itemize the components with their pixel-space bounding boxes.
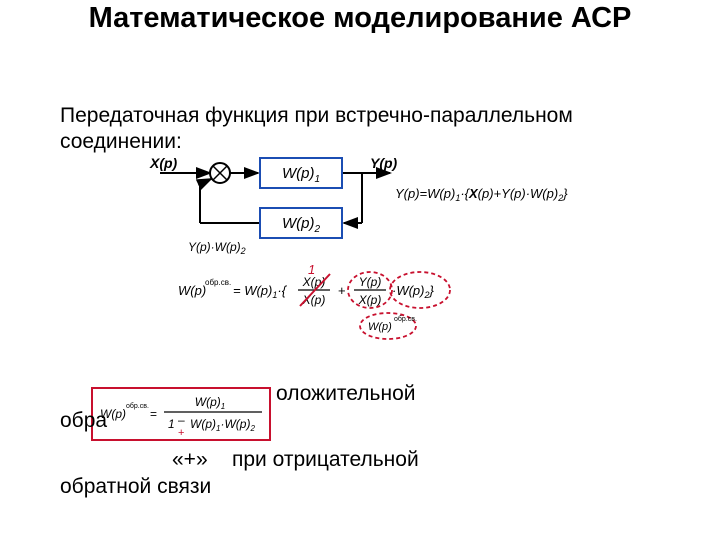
svg-text:обр.св.: обр.св.	[126, 402, 149, 410]
svg-text:W(p)1·W(p)2: W(p)1·W(p)2	[190, 417, 255, 433]
note-line-4: обратной связи	[60, 475, 211, 499]
svg-text:1: 1	[308, 262, 315, 277]
svg-text:W(p): W(p)	[368, 321, 392, 333]
svg-text:Y(p): Y(p)	[370, 155, 398, 171]
svg-text:X(p): X(p)	[358, 293, 382, 307]
block-diagram: W(p)1 W(p)2 X(p) Y(p) Y(p)·W(p)2 Y(p)=W(…	[0, 0, 720, 260]
svg-text:обр.св.: обр.св.	[205, 278, 231, 287]
svg-text:·W(p)2}: ·W(p)2}	[392, 283, 435, 300]
svg-text:Y(p)=W(p)1·{X(p)+Y(p)·W(p)2}: Y(p)=W(p)1·{X(p)+Y(p)·W(p)2}	[395, 186, 568, 203]
svg-text:Y(p): Y(p)	[359, 275, 382, 289]
note-line-3a: «+»	[172, 448, 208, 472]
note-line-1: оложительной	[276, 382, 416, 406]
svg-text:+: +	[178, 427, 184, 439]
note-line-2: обра	[60, 409, 107, 433]
svg-text:= W(p)1·{: = W(p)1·{	[233, 283, 288, 300]
svg-text:+: +	[338, 283, 346, 298]
svg-text:W(p)1: W(p)1	[195, 395, 225, 411]
svg-text:–: –	[178, 413, 185, 427]
svg-text:X(p): X(p)	[149, 155, 178, 171]
note-line-3b: при отрицательной	[232, 448, 419, 472]
svg-text:обр.св.: обр.св.	[394, 315, 417, 323]
derivation-equation: W(p) обр.св. = W(p)1·{ X(p) X(p) + Y(p) …	[0, 260, 720, 350]
svg-text:Y(p)·W(p)2: Y(p)·W(p)2	[188, 240, 246, 256]
svg-text:=: =	[150, 407, 157, 421]
svg-text:1: 1	[168, 417, 175, 431]
svg-text:W(p): W(p)	[178, 283, 206, 298]
